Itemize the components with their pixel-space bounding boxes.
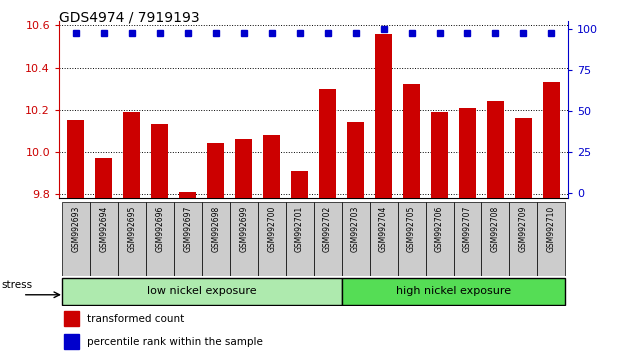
Text: GSM992693: GSM992693 xyxy=(71,206,80,252)
Text: GSM992705: GSM992705 xyxy=(407,206,416,252)
Text: percentile rank within the sample: percentile rank within the sample xyxy=(87,337,263,347)
Bar xyxy=(230,202,258,276)
Text: GSM992694: GSM992694 xyxy=(99,206,108,252)
Bar xyxy=(152,125,168,198)
Bar xyxy=(64,311,79,326)
Text: GSM992706: GSM992706 xyxy=(435,206,444,252)
Text: GSM992701: GSM992701 xyxy=(295,206,304,252)
Text: GSM992704: GSM992704 xyxy=(379,206,388,252)
Bar xyxy=(537,202,565,276)
Bar xyxy=(487,101,504,198)
Bar xyxy=(342,278,565,305)
Bar xyxy=(90,202,118,276)
Text: high nickel exposure: high nickel exposure xyxy=(396,286,511,296)
Text: GSM992700: GSM992700 xyxy=(267,206,276,252)
Bar xyxy=(62,202,90,276)
Bar xyxy=(146,202,174,276)
Bar xyxy=(403,85,420,198)
Bar xyxy=(96,158,112,198)
Bar xyxy=(425,202,453,276)
Bar xyxy=(124,112,140,198)
Bar xyxy=(397,202,425,276)
Text: GSM992696: GSM992696 xyxy=(155,206,164,252)
Bar xyxy=(179,192,196,198)
Bar xyxy=(459,108,476,198)
Bar xyxy=(543,82,560,198)
Bar xyxy=(64,334,79,349)
Bar xyxy=(62,278,342,305)
Text: GSM992702: GSM992702 xyxy=(323,206,332,252)
Bar xyxy=(68,120,84,198)
Bar xyxy=(118,202,146,276)
Bar xyxy=(235,139,252,198)
Text: low nickel exposure: low nickel exposure xyxy=(147,286,256,296)
Text: GSM992710: GSM992710 xyxy=(547,206,556,252)
Bar xyxy=(347,122,364,198)
Bar xyxy=(319,88,336,198)
Bar xyxy=(369,202,397,276)
Text: GSM992707: GSM992707 xyxy=(463,206,472,252)
Bar xyxy=(174,202,202,276)
Bar xyxy=(263,135,280,198)
Bar xyxy=(515,118,532,198)
Text: GSM992699: GSM992699 xyxy=(239,206,248,252)
Bar xyxy=(431,112,448,198)
Text: GSM992697: GSM992697 xyxy=(183,206,192,252)
Bar xyxy=(481,202,509,276)
Bar xyxy=(207,143,224,198)
Bar xyxy=(258,202,286,276)
Text: GSM992709: GSM992709 xyxy=(519,206,528,252)
Bar xyxy=(291,171,308,198)
Text: GSM992698: GSM992698 xyxy=(211,206,220,252)
Text: stress: stress xyxy=(1,280,32,290)
Bar xyxy=(453,202,481,276)
Bar xyxy=(509,202,537,276)
Bar xyxy=(314,202,342,276)
Bar xyxy=(375,34,392,198)
Text: GDS4974 / 7919193: GDS4974 / 7919193 xyxy=(59,11,199,25)
Bar xyxy=(202,202,230,276)
Bar xyxy=(342,202,369,276)
Text: GSM992703: GSM992703 xyxy=(351,206,360,252)
Bar xyxy=(286,202,314,276)
Text: GSM992708: GSM992708 xyxy=(491,206,500,252)
Text: GSM992695: GSM992695 xyxy=(127,206,136,252)
Text: transformed count: transformed count xyxy=(87,314,184,324)
